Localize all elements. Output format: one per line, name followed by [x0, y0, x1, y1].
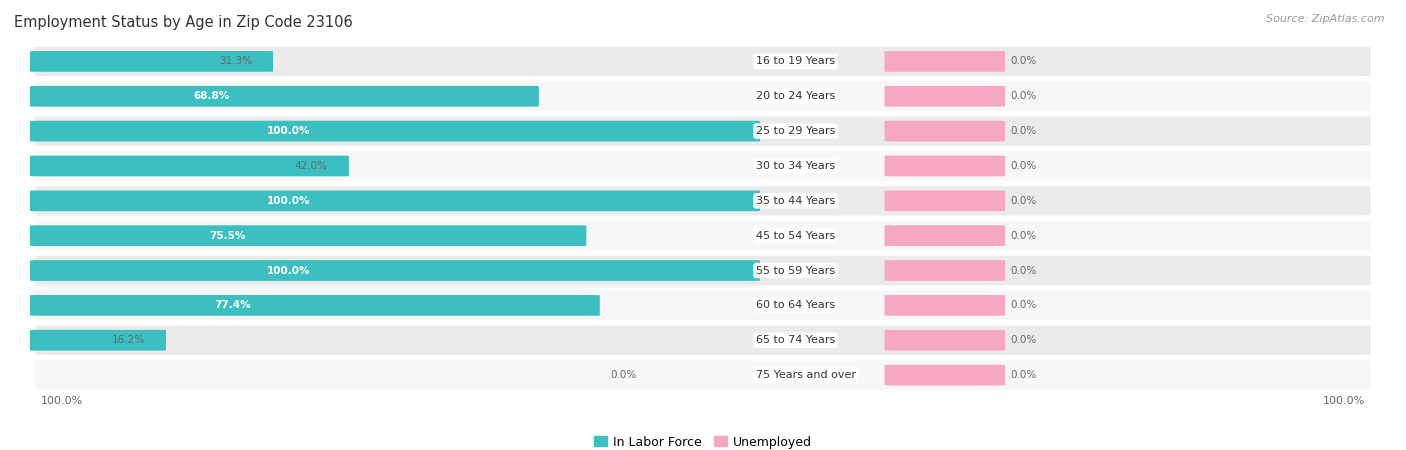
FancyBboxPatch shape: [30, 330, 166, 351]
Text: 16 to 19 Years: 16 to 19 Years: [756, 56, 835, 67]
FancyBboxPatch shape: [30, 156, 349, 176]
Text: 0.0%: 0.0%: [1011, 370, 1036, 380]
Text: 0.0%: 0.0%: [1011, 56, 1036, 67]
Text: Employment Status by Age in Zip Code 23106: Employment Status by Age in Zip Code 231…: [14, 14, 353, 30]
FancyBboxPatch shape: [35, 117, 1371, 146]
FancyBboxPatch shape: [884, 121, 1005, 141]
Text: 35 to 44 Years: 35 to 44 Years: [756, 196, 835, 206]
Text: 16.2%: 16.2%: [111, 335, 145, 345]
FancyBboxPatch shape: [884, 86, 1005, 107]
FancyBboxPatch shape: [35, 360, 1371, 390]
FancyBboxPatch shape: [35, 186, 1371, 216]
Text: 100.0%: 100.0%: [1323, 396, 1365, 406]
FancyBboxPatch shape: [30, 121, 761, 141]
FancyBboxPatch shape: [884, 156, 1005, 176]
Text: 0.0%: 0.0%: [1011, 196, 1036, 206]
FancyBboxPatch shape: [30, 295, 600, 316]
Text: 31.3%: 31.3%: [219, 56, 252, 67]
FancyBboxPatch shape: [30, 86, 538, 107]
Text: 60 to 64 Years: 60 to 64 Years: [756, 301, 835, 310]
FancyBboxPatch shape: [35, 325, 1371, 355]
FancyBboxPatch shape: [884, 225, 1005, 246]
Text: 68.8%: 68.8%: [193, 91, 229, 101]
Text: 0.0%: 0.0%: [1011, 231, 1036, 241]
FancyBboxPatch shape: [884, 190, 1005, 211]
FancyBboxPatch shape: [35, 47, 1371, 76]
FancyBboxPatch shape: [30, 225, 586, 246]
Text: 0.0%: 0.0%: [1011, 335, 1036, 345]
Text: 0.0%: 0.0%: [610, 370, 637, 380]
Text: 75 Years and over: 75 Years and over: [756, 370, 856, 380]
FancyBboxPatch shape: [35, 256, 1371, 285]
Text: 25 to 29 Years: 25 to 29 Years: [756, 126, 835, 136]
Text: 75.5%: 75.5%: [209, 231, 246, 241]
FancyBboxPatch shape: [30, 260, 761, 281]
Text: 55 to 59 Years: 55 to 59 Years: [756, 266, 835, 275]
Text: 100.0%: 100.0%: [267, 196, 311, 206]
Text: 100.0%: 100.0%: [267, 266, 311, 275]
Text: 20 to 24 Years: 20 to 24 Years: [756, 91, 835, 101]
FancyBboxPatch shape: [35, 151, 1371, 181]
FancyBboxPatch shape: [884, 295, 1005, 316]
Text: 0.0%: 0.0%: [1011, 301, 1036, 310]
Text: 30 to 34 Years: 30 to 34 Years: [756, 161, 835, 171]
Text: 0.0%: 0.0%: [1011, 91, 1036, 101]
Text: 100.0%: 100.0%: [41, 396, 83, 406]
FancyBboxPatch shape: [884, 51, 1005, 72]
FancyBboxPatch shape: [884, 260, 1005, 281]
Text: 0.0%: 0.0%: [1011, 161, 1036, 171]
Text: 0.0%: 0.0%: [1011, 126, 1036, 136]
FancyBboxPatch shape: [35, 81, 1371, 111]
Text: 65 to 74 Years: 65 to 74 Years: [756, 335, 835, 345]
Text: Source: ZipAtlas.com: Source: ZipAtlas.com: [1267, 14, 1385, 23]
Text: 42.0%: 42.0%: [295, 161, 328, 171]
Text: 45 to 54 Years: 45 to 54 Years: [756, 231, 835, 241]
FancyBboxPatch shape: [884, 364, 1005, 386]
Text: 0.0%: 0.0%: [1011, 266, 1036, 275]
FancyBboxPatch shape: [35, 221, 1371, 250]
FancyBboxPatch shape: [30, 51, 273, 72]
FancyBboxPatch shape: [35, 291, 1371, 320]
Legend: In Labor Force, Unemployed: In Labor Force, Unemployed: [589, 431, 817, 450]
Text: 77.4%: 77.4%: [214, 301, 250, 310]
FancyBboxPatch shape: [884, 330, 1005, 351]
Text: 100.0%: 100.0%: [267, 126, 311, 136]
FancyBboxPatch shape: [30, 190, 761, 211]
